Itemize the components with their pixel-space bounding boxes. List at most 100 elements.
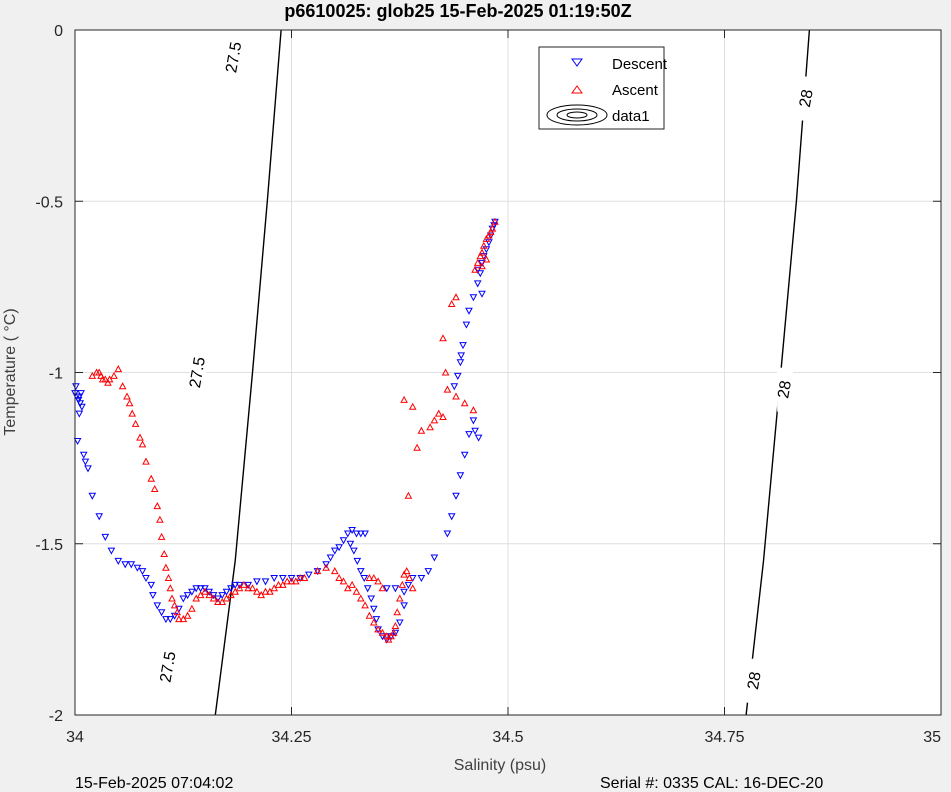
point-descent bbox=[214, 595, 222, 603]
contour-label: 28 bbox=[797, 88, 817, 109]
contour-label: 27.5 bbox=[223, 40, 245, 74]
point-ascent bbox=[482, 234, 491, 242]
point-descent bbox=[95, 513, 104, 521]
point-ascent bbox=[287, 577, 296, 585]
point-descent bbox=[404, 581, 413, 589]
point-ascent bbox=[491, 217, 499, 225]
point-descent bbox=[372, 616, 381, 624]
point-descent bbox=[192, 585, 201, 593]
point-ascent bbox=[452, 392, 460, 400]
point-ascent bbox=[196, 591, 205, 599]
point-descent bbox=[142, 575, 150, 583]
point-ascent bbox=[413, 443, 421, 451]
point-ascent bbox=[339, 577, 348, 585]
point-ascent bbox=[192, 594, 201, 602]
point-descent bbox=[77, 390, 85, 398]
point-descent bbox=[459, 342, 467, 350]
contour-label: 27.5 bbox=[157, 650, 179, 684]
point-descent bbox=[79, 451, 88, 459]
point-ascent bbox=[393, 608, 402, 616]
point-ascent bbox=[387, 632, 395, 640]
point-ascent bbox=[408, 584, 417, 592]
grid bbox=[75, 30, 941, 715]
point-ascent bbox=[235, 584, 244, 592]
contour-label: 28 bbox=[775, 379, 795, 400]
contour-label-bg bbox=[160, 645, 177, 690]
point-ascent bbox=[168, 594, 176, 602]
point-descent bbox=[356, 530, 365, 538]
point-descent bbox=[473, 280, 482, 288]
point-descent bbox=[478, 259, 486, 267]
point-descent bbox=[382, 636, 391, 644]
contour-label-bg bbox=[798, 76, 815, 121]
x-tick-label: 34.25 bbox=[271, 729, 311, 746]
point-descent bbox=[88, 492, 97, 500]
point-ascent bbox=[97, 371, 105, 379]
point-descent bbox=[183, 592, 192, 600]
contour-label: 28 bbox=[745, 670, 765, 691]
x-tick-label: 34 bbox=[66, 729, 84, 746]
point-ascent bbox=[138, 440, 147, 448]
point-ascent bbox=[110, 371, 118, 379]
point-descent bbox=[227, 585, 235, 593]
point-ascent bbox=[486, 228, 495, 236]
point-descent bbox=[162, 616, 170, 624]
point-descent bbox=[382, 585, 391, 593]
point-descent bbox=[395, 619, 404, 627]
point-descent bbox=[476, 270, 485, 278]
chart-title: p6610025: glob25 15-Feb-2025 01:19:50Z bbox=[284, 1, 631, 21]
point-ascent bbox=[248, 584, 257, 592]
contour-label: 27.5 bbox=[187, 356, 209, 390]
point-ascent bbox=[88, 371, 97, 379]
point-descent bbox=[76, 400, 85, 408]
point-descent bbox=[244, 581, 253, 589]
legend-label-data1: data1 bbox=[612, 108, 650, 125]
point-ascent bbox=[322, 563, 330, 571]
point-descent bbox=[101, 533, 110, 541]
point-ascent bbox=[240, 580, 248, 588]
point-ascent bbox=[162, 563, 170, 571]
contour-label-bg bbox=[189, 350, 206, 395]
point-descent bbox=[346, 540, 355, 548]
point-ascent bbox=[384, 635, 393, 643]
point-ascent bbox=[478, 262, 486, 270]
point-ascent bbox=[147, 474, 156, 482]
point-ascent bbox=[231, 587, 240, 595]
point-descent bbox=[363, 585, 372, 593]
point-descent bbox=[457, 352, 466, 360]
point-descent bbox=[157, 609, 166, 617]
point-descent bbox=[121, 561, 130, 569]
point-ascent bbox=[105, 375, 114, 383]
point-ascent bbox=[123, 392, 131, 400]
footer-timestamp: 15-Feb-2025 07:04:02 bbox=[75, 775, 233, 792]
point-descent bbox=[287, 575, 296, 583]
point-descent bbox=[322, 561, 330, 569]
point-ascent bbox=[101, 375, 110, 383]
point-ascent bbox=[170, 601, 179, 609]
point-descent bbox=[78, 403, 86, 411]
point-descent bbox=[75, 393, 84, 401]
point-ascent bbox=[128, 409, 137, 417]
point-descent bbox=[450, 383, 459, 391]
point-ascent bbox=[201, 587, 209, 595]
point-ascent bbox=[278, 580, 287, 588]
point-ascent bbox=[313, 567, 322, 575]
point-ascent bbox=[222, 594, 231, 602]
point-descent bbox=[391, 629, 400, 637]
point-ascent bbox=[365, 573, 374, 581]
point-descent bbox=[462, 321, 471, 329]
point-descent bbox=[278, 575, 287, 583]
point-ascent bbox=[488, 224, 497, 232]
point-ascent bbox=[136, 433, 144, 441]
x-axis-ticks: 34 34.25 34.5 34.75 35 bbox=[66, 30, 942, 746]
point-ascent bbox=[118, 382, 127, 390]
point-descent bbox=[391, 585, 400, 593]
point-ascent bbox=[270, 584, 279, 592]
point-ascent bbox=[469, 406, 478, 414]
point-descent bbox=[222, 588, 231, 596]
point-descent bbox=[430, 554, 439, 562]
point-ascent bbox=[426, 423, 434, 431]
point-ascent bbox=[142, 457, 150, 465]
point-descent bbox=[147, 581, 156, 589]
point-ascent bbox=[343, 584, 352, 592]
